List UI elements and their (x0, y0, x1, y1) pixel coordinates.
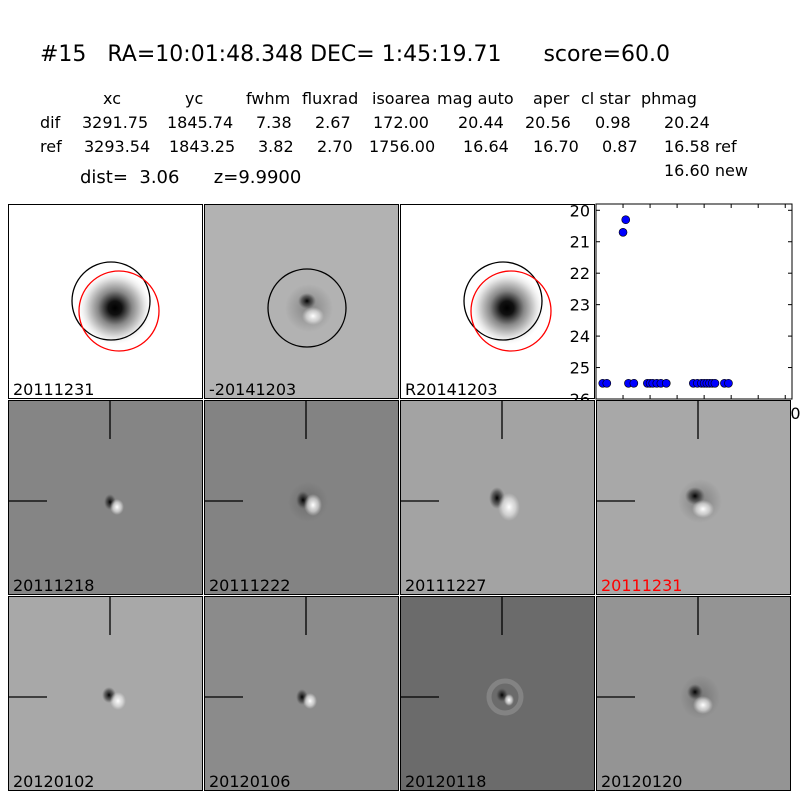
col-header: mag auto (437, 89, 514, 108)
col-header: fluxrad (302, 89, 359, 108)
cutout-panel: 20111227 (400, 400, 595, 595)
cutout-image (597, 597, 720, 719)
data-point (707, 378, 717, 388)
distance-readout: dist= 3.06 z=9.9900 (80, 167, 302, 188)
col-header: fwhm (246, 89, 291, 108)
cutout-panel: 20120102 (8, 596, 203, 791)
data-point (699, 378, 709, 388)
table-cell: 0.87 (602, 137, 638, 156)
table-cell: 0.98 (595, 113, 631, 132)
table-cell: 172.00 (373, 113, 429, 132)
data-point (710, 378, 720, 388)
cutout-panel-new: R20141203 (400, 204, 595, 399)
table-cell: 3.82 (258, 137, 294, 156)
cutout-panel: 20111222 (204, 400, 399, 595)
data-point (624, 378, 633, 388)
col-header: xc (103, 89, 121, 108)
data-point (661, 378, 671, 388)
data-point (618, 228, 628, 237)
cutout-image (267, 268, 347, 348)
col-header: aper (533, 89, 570, 108)
cutout-panel: 20120106 (204, 596, 399, 791)
table-cell: 1756.00 (369, 137, 436, 156)
col-header: yc (185, 89, 204, 108)
table-cell: 3291.75 (82, 113, 149, 132)
data-point (702, 378, 712, 388)
panel-date-label: 20120120 (601, 772, 683, 791)
panel-date-label: 20111231 (13, 380, 95, 399)
cutout-panel-difference: -20141203 (204, 204, 399, 399)
data-point (705, 378, 714, 388)
table-cell: 1845.74 (167, 113, 234, 132)
cutout-image (401, 597, 524, 716)
cutout-panel-highlight: 20111231 (596, 400, 791, 595)
panel-date-label: -20141203 (209, 380, 297, 399)
table-cell: 2.70 (317, 137, 353, 156)
panel-date-label: 20111227 (405, 576, 487, 595)
data-point (689, 378, 698, 388)
table-cell: 16.58 ref (664, 137, 737, 156)
cutout-panel: 20120118 (400, 596, 595, 791)
table-cell: 2.67 (315, 113, 351, 132)
panel-date-label: 20120102 (13, 772, 95, 791)
table-cell: 3293.54 (84, 137, 151, 156)
row-label: ref (40, 137, 62, 156)
table-cell: 20.44 (458, 113, 504, 132)
table-cell: 20.56 (525, 113, 571, 132)
cutout-image (597, 401, 722, 523)
plot-frame (595, 203, 793, 400)
table-cell: 7.38 (256, 113, 292, 132)
data-point (643, 378, 652, 388)
col-header: phmag (641, 89, 697, 108)
panel-date-label-highlight: 20111231 (601, 576, 683, 595)
data-point (720, 378, 729, 388)
col-header: isoarea (372, 89, 431, 108)
table-cell: 1843.25 (169, 137, 236, 156)
cutout-panel: 20120120 (596, 596, 791, 791)
cutout-image (463, 261, 552, 352)
data-point (656, 378, 666, 388)
row-label: dif (40, 113, 61, 132)
page-title: #15 RA=10:01:48.348 DEC= 1:45:19.71 scor… (40, 42, 670, 67)
data-point (693, 378, 702, 388)
data-point (621, 215, 631, 225)
cutout-image (401, 401, 520, 521)
table-cell: 20.24 (664, 113, 710, 132)
panel-date-label: 20111218 (13, 576, 95, 595)
cutout-panel: 20111218 (8, 400, 203, 595)
cutout-panel-reference: 20111231 (8, 204, 203, 399)
panel-date-label: 20120118 (405, 772, 487, 791)
data-point (598, 378, 608, 388)
cutout-image (205, 597, 317, 709)
data-point (652, 378, 662, 388)
data-point (724, 378, 733, 388)
data-point (645, 378, 655, 388)
panel-date-label: R20141203 (405, 380, 498, 399)
data-point (629, 378, 639, 388)
data-point (697, 378, 706, 388)
cutout-image (9, 401, 124, 515)
col-header: cl star (581, 89, 631, 108)
cutout-image (205, 401, 328, 522)
table-cell: 16.64 (463, 137, 509, 156)
cutout-image (9, 597, 126, 710)
data-point (648, 378, 658, 388)
cutout-image (71, 261, 160, 352)
data-point (602, 378, 612, 388)
panel-date-label: 20120106 (209, 772, 291, 791)
table-cell: 16.70 (533, 137, 579, 156)
new-mag-readout: 16.60 new (664, 161, 748, 180)
panel-date-label: 20111222 (209, 576, 291, 595)
